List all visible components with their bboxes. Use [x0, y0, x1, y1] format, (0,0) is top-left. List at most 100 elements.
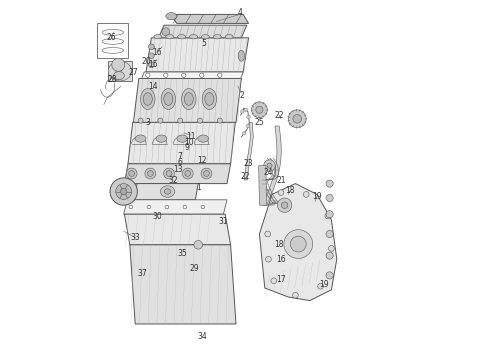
- Ellipse shape: [201, 35, 209, 39]
- Circle shape: [303, 192, 309, 197]
- Circle shape: [110, 178, 137, 205]
- Ellipse shape: [135, 135, 146, 142]
- Circle shape: [165, 205, 169, 209]
- Circle shape: [147, 171, 153, 176]
- Text: 16: 16: [276, 255, 286, 264]
- Text: 33: 33: [130, 233, 140, 242]
- Circle shape: [325, 213, 331, 219]
- Circle shape: [277, 198, 292, 212]
- Ellipse shape: [164, 93, 173, 105]
- Circle shape: [129, 205, 133, 209]
- Text: 18: 18: [274, 240, 284, 249]
- Text: 23: 23: [244, 159, 253, 168]
- Ellipse shape: [213, 35, 221, 39]
- Circle shape: [293, 292, 298, 298]
- Circle shape: [265, 231, 270, 237]
- Text: 26: 26: [107, 33, 117, 42]
- Circle shape: [204, 171, 209, 176]
- Text: 4: 4: [237, 8, 242, 17]
- Circle shape: [182, 168, 193, 179]
- Circle shape: [217, 118, 222, 123]
- Polygon shape: [133, 78, 242, 122]
- Circle shape: [121, 188, 127, 195]
- Circle shape: [293, 114, 301, 123]
- Polygon shape: [262, 126, 281, 205]
- Text: 28: 28: [107, 75, 117, 84]
- Text: 30: 30: [152, 212, 162, 220]
- Circle shape: [326, 194, 333, 202]
- Ellipse shape: [102, 30, 123, 35]
- Text: 32: 32: [168, 176, 178, 185]
- Text: 25: 25: [255, 118, 264, 127]
- Polygon shape: [259, 184, 337, 301]
- Text: 5: 5: [201, 39, 206, 48]
- Circle shape: [197, 118, 202, 123]
- Text: 22: 22: [240, 172, 250, 181]
- Text: 13: 13: [173, 165, 183, 174]
- Ellipse shape: [184, 93, 194, 105]
- Ellipse shape: [108, 61, 132, 81]
- Circle shape: [242, 131, 246, 135]
- Circle shape: [244, 108, 248, 112]
- Circle shape: [146, 73, 150, 77]
- Ellipse shape: [162, 28, 170, 36]
- Circle shape: [246, 124, 250, 128]
- Polygon shape: [142, 72, 243, 78]
- Text: 37: 37: [138, 269, 147, 278]
- Circle shape: [218, 73, 222, 77]
- Text: 6: 6: [178, 158, 183, 167]
- Ellipse shape: [238, 50, 245, 61]
- Text: 16: 16: [152, 48, 162, 57]
- Ellipse shape: [178, 35, 186, 39]
- Ellipse shape: [166, 13, 176, 20]
- Text: 14: 14: [148, 82, 158, 91]
- Circle shape: [247, 115, 250, 119]
- Circle shape: [251, 102, 268, 118]
- Polygon shape: [134, 184, 198, 200]
- Ellipse shape: [177, 135, 188, 142]
- Circle shape: [326, 180, 333, 187]
- Circle shape: [201, 205, 205, 209]
- Ellipse shape: [154, 35, 162, 39]
- Circle shape: [185, 171, 191, 176]
- Polygon shape: [130, 245, 236, 324]
- Text: 3: 3: [146, 118, 150, 127]
- Polygon shape: [159, 25, 247, 38]
- Text: 19: 19: [312, 192, 322, 201]
- Circle shape: [116, 184, 132, 199]
- Polygon shape: [146, 38, 248, 72]
- Text: 18: 18: [285, 186, 295, 195]
- Text: 31: 31: [219, 217, 228, 226]
- Circle shape: [201, 168, 212, 179]
- Ellipse shape: [156, 135, 167, 142]
- Circle shape: [164, 168, 174, 179]
- Text: 24: 24: [264, 168, 273, 177]
- Circle shape: [199, 73, 204, 77]
- Circle shape: [138, 118, 143, 123]
- Text: 10: 10: [184, 138, 194, 147]
- Polygon shape: [245, 122, 253, 180]
- Ellipse shape: [102, 48, 123, 53]
- Circle shape: [166, 171, 172, 176]
- Polygon shape: [124, 214, 231, 245]
- Polygon shape: [124, 164, 231, 184]
- Text: 9: 9: [185, 143, 190, 152]
- Circle shape: [326, 272, 333, 279]
- Circle shape: [326, 252, 333, 259]
- Ellipse shape: [141, 89, 155, 109]
- Ellipse shape: [164, 189, 171, 194]
- Text: 7: 7: [178, 152, 183, 161]
- Text: 21: 21: [276, 176, 286, 185]
- Circle shape: [158, 118, 163, 123]
- Circle shape: [147, 205, 151, 209]
- Ellipse shape: [166, 35, 174, 39]
- Circle shape: [112, 58, 125, 71]
- Circle shape: [328, 246, 334, 251]
- Text: 12: 12: [197, 156, 207, 165]
- Circle shape: [241, 110, 244, 113]
- Circle shape: [126, 168, 137, 179]
- Text: 22: 22: [274, 111, 284, 120]
- Text: 11: 11: [186, 132, 196, 141]
- Circle shape: [264, 160, 275, 171]
- Circle shape: [281, 202, 288, 208]
